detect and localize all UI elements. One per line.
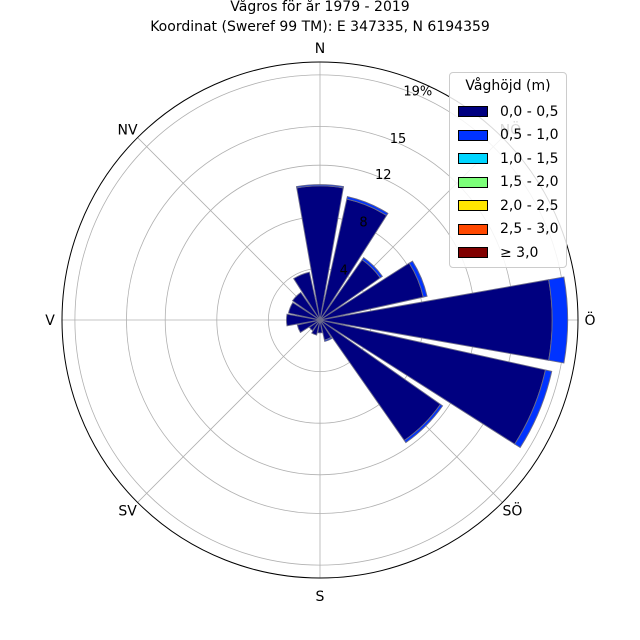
radial-tick-label: 8	[359, 216, 367, 231]
legend-label: 1,5 - 2,0	[500, 174, 559, 191]
legend-swatch	[458, 223, 488, 235]
legend-swatch	[458, 247, 488, 259]
rose-bar-segment	[317, 319, 323, 334]
chart-title: Vågros för år 1979 - 2019	[230, 0, 410, 15]
rose-bar-segment	[291, 291, 321, 321]
radial-tick-label: 4	[340, 263, 348, 278]
legend-label: 0,5 - 1,0	[500, 127, 559, 144]
rose-bar-segment	[286, 313, 321, 327]
legend-label: 2,5 - 3,0	[500, 221, 559, 238]
polar-frame	[61, 61, 579, 579]
radial-tick-label: 19%	[403, 85, 432, 100]
legend-item: 0,5 - 1,0	[450, 124, 566, 148]
direction-label: Ö	[584, 311, 595, 329]
rose-bar-segment	[514, 369, 553, 449]
rose-bar-segment	[361, 257, 383, 279]
grid-spoke	[137, 319, 321, 503]
legend-label: 1,0 - 1,5	[500, 150, 559, 167]
direction-label: NV	[118, 123, 138, 139]
rose-bar-segment	[323, 336, 333, 342]
rose-bar-segment	[408, 260, 428, 298]
chart-subtitle: Koordinat (Sweref 99 TM): E 347335, N 61…	[150, 19, 490, 35]
rose-bars	[286, 184, 569, 449]
direction-label: V	[45, 313, 55, 329]
rose-bar-segment	[346, 196, 389, 217]
direction-label: S	[316, 589, 325, 605]
legend: Våghöjd (m) 0,0 - 0,5 0,5 - 1,0 1,0 - 1,5 1…	[449, 72, 567, 268]
legend-item: 2,0 - 2,5	[450, 194, 566, 218]
rose-bar-segment	[308, 319, 321, 332]
legend-label: 2,0 - 2,5	[500, 197, 559, 214]
legend-item: 2,5 - 3,0	[450, 218, 566, 242]
legend-swatch	[458, 153, 488, 165]
rose-bar-segment	[548, 276, 569, 364]
rose-bar-segment	[311, 319, 321, 336]
legend-item: 1,0 - 1,5	[450, 147, 566, 171]
legend-swatch	[458, 129, 488, 141]
legend-swatch	[458, 200, 488, 212]
legend-item: 1,5 - 2,0	[450, 171, 566, 195]
rose-bar-segment	[293, 271, 321, 321]
direction-label: N	[315, 41, 325, 57]
legend-label: ≥ 3,0	[500, 244, 539, 261]
legend-title: Våghöjd (m)	[465, 78, 551, 94]
legend-items: 0,0 - 0,5 0,5 - 1,0 1,0 - 1,5 1,5 - 2,0 2,0 …	[450, 100, 566, 265]
radial-tick-label: 15	[390, 132, 407, 147]
rose-bar-segment	[403, 403, 444, 444]
rose-bar-segment	[287, 302, 321, 321]
legend-swatch	[458, 176, 488, 188]
direction-label: SV	[118, 503, 137, 519]
radial-tick-label: 12	[375, 168, 392, 183]
legend-label: 0,0 - 0,5	[500, 103, 559, 120]
legend-item: 0,0 - 0,5	[450, 100, 566, 124]
direction-label: SÖ	[502, 501, 522, 519]
grid-spoke	[137, 137, 321, 321]
legend-swatch	[458, 106, 488, 118]
legend-item: ≥ 3,0	[450, 241, 566, 265]
rose-bar-segment	[296, 319, 321, 334]
rose-bar-segment	[295, 184, 345, 189]
